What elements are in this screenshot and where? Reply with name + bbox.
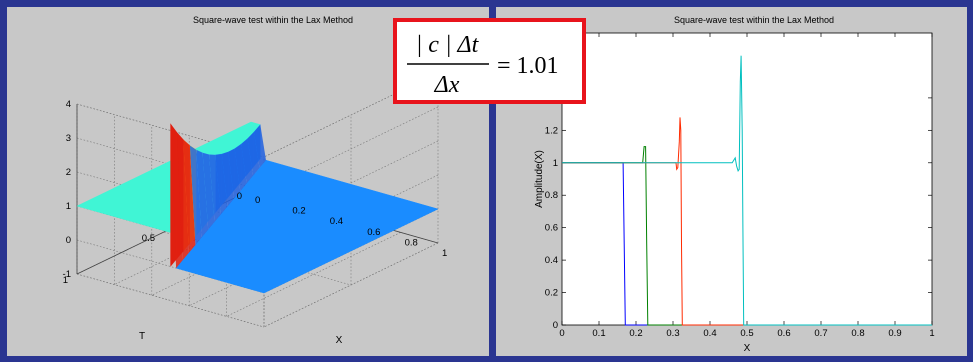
surface-wave-back — [170, 123, 183, 269]
surface-wave-back — [228, 148, 241, 199]
line-x-axis-label: X — [744, 343, 751, 354]
line-plot-title: Square-wave test within the Lax Method — [674, 15, 834, 25]
t-axis-label: T — [139, 331, 145, 342]
surface-wave-back — [209, 154, 221, 222]
surface-wave-back — [215, 154, 228, 215]
formula-denominator: Δx — [434, 72, 460, 98]
z-tick-label: -1 — [63, 269, 71, 280]
x-tick-label: 1 — [929, 328, 934, 339]
x-tick-label: 0.8 — [851, 328, 864, 339]
y-tick-label: 1 — [553, 158, 558, 169]
grid-line — [226, 232, 401, 317]
surface-plot-title: Square-wave test within the Lax Method — [193, 15, 353, 25]
surface-wave-back — [247, 132, 260, 176]
plot-area — [561, 32, 933, 326]
surface-wave-back — [189, 145, 202, 245]
formula-numerator: | c | Δt — [416, 32, 480, 58]
courant-formula: | c | Δt Δx = 1.01 — [407, 32, 559, 98]
line-plot-series — [562, 55, 932, 326]
x-tick-label: 0.7 — [814, 328, 827, 339]
surface-wave-back — [234, 144, 247, 192]
x-tick-label: 0.3 — [666, 328, 679, 339]
y-tick-label: 0.6 — [545, 223, 558, 234]
y-tick-label: 0.4 — [545, 255, 558, 266]
y-tick-label: 0 — [553, 320, 558, 331]
x-tick-label: 0.5 — [740, 328, 753, 339]
x-tick-label: 0.4 — [703, 328, 716, 339]
z-tick-label: 3 — [66, 133, 71, 144]
surface-wave-back — [196, 149, 209, 238]
surface-tick-labels: -1 0 1 2 3 4 0 0.5 1 0 0.2 0.4 0.6 0.8 1 — [63, 99, 448, 286]
formula-rhs: = 1.01 — [497, 53, 559, 79]
surface-mesh — [76, 121, 439, 294]
y-tick-label: 1.2 — [545, 125, 558, 136]
series-line — [562, 55, 932, 326]
x-tick-label: 0.2 — [292, 206, 305, 217]
series-line — [562, 117, 932, 326]
line-plot: Square-wave test within the Lax Method 0… — [534, 15, 935, 354]
x-tick-label: 0.2 — [629, 328, 642, 339]
x-tick-label: 0.6 — [777, 328, 790, 339]
grid-line — [263, 72, 439, 158]
x-tick-label: 0 — [255, 195, 260, 206]
y-tick-label: 0.2 — [545, 288, 558, 299]
x-tick-label: 0 — [559, 328, 564, 339]
z-tick-label: 1 — [66, 201, 71, 212]
line-y-axis-label: Amplitude(X) — [534, 150, 545, 208]
t-tick-label: 0 — [237, 191, 242, 202]
z-tick-label: 4 — [66, 99, 71, 110]
z-tick-label: 2 — [66, 167, 71, 178]
courant-formula-box: | c | Δt Δx = 1.01 — [393, 18, 586, 104]
surface-wave-back — [176, 132, 189, 261]
surface-wave-back — [241, 138, 254, 184]
surface-wave-back — [221, 151, 234, 207]
x-tick-label: 0.4 — [330, 216, 343, 227]
x-tick-label: 0.6 — [367, 227, 380, 238]
x-tick-label: 1 — [442, 248, 447, 259]
x-axis-label: X — [336, 335, 343, 346]
surface-wave-back — [202, 152, 215, 230]
t-tick-label: 1 — [63, 275, 68, 286]
x-tick-label: 0.8 — [405, 237, 418, 248]
x-tick-label: 0.9 — [888, 328, 901, 339]
z-tick-label: 0 — [66, 235, 71, 246]
y-tick-label: 0.8 — [545, 190, 558, 201]
x-tick-label: 0.1 — [592, 328, 605, 339]
surface-plot: Square-wave test within the Lax Method -… — [63, 15, 448, 346]
surface-wave-back — [183, 139, 196, 253]
t-tick-label: 0.5 — [142, 233, 155, 244]
surface-wave-back — [253, 124, 266, 168]
